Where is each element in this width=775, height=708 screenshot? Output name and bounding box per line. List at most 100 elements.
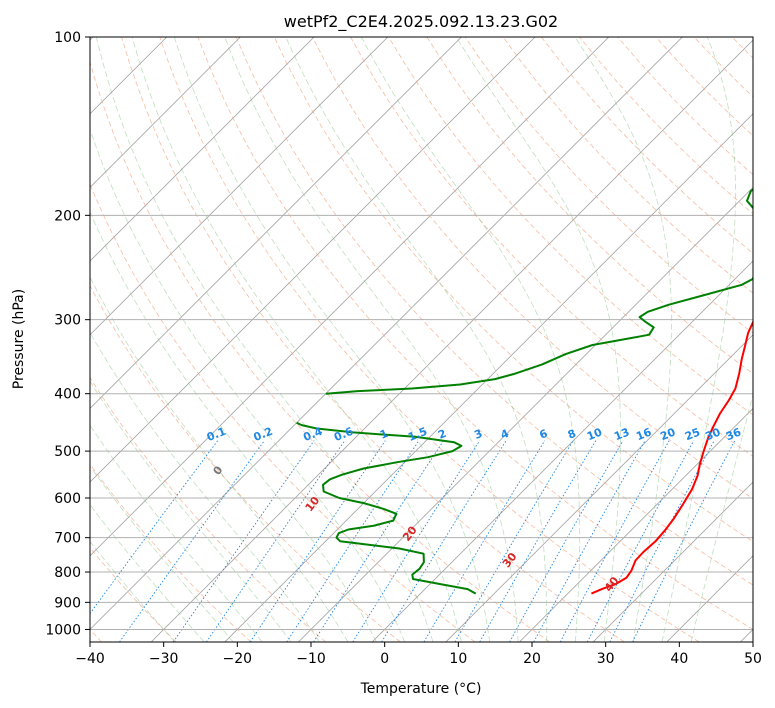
dry-adiabat-label: 40 [602, 574, 622, 594]
mixing-ratio-line [632, 440, 736, 642]
mixing-ratio-line [286, 440, 420, 642]
dry-adiabat-line [90, 60, 551, 642]
dry-adiabat-line [90, 183, 476, 642]
moist-adiabat-line [224, 37, 519, 642]
isotherm-line [90, 37, 241, 188]
isotherm-line [445, 334, 753, 642]
moist-adiabat-line [690, 392, 753, 642]
mixing-ratio-line [533, 440, 646, 642]
x-tick-label: 50 [744, 651, 762, 667]
isotherm-line [90, 37, 683, 630]
y-tick-label: 800 [54, 565, 81, 581]
chart-title: wetPf2_C2E4.2025.092.13.23.G02 [284, 12, 558, 32]
mixing-ratio-label: 0.4 [301, 425, 324, 444]
y-tick-label: 900 [54, 595, 81, 611]
x-tick-label: −20 [223, 651, 253, 667]
mixing-ratio-line [249, 440, 386, 642]
mixing-ratio-line [423, 440, 546, 642]
dry-adiabat-line [90, 463, 252, 642]
isotherm-line [150, 39, 753, 642]
mixing-ratio-line [559, 440, 670, 642]
plot-frame [89, 36, 754, 643]
dry-adiabat-line [770, 37, 775, 642]
dry-adiabat-label: 30 [500, 550, 520, 570]
dry-adiabat-line [426, 37, 753, 375]
dry-adiabat-line [273, 37, 753, 542]
dry-adiabat-label: 20 [400, 523, 420, 543]
y-tick-label: 1000 [45, 622, 81, 638]
isotherm-line [666, 555, 753, 642]
dry-adiabat-line [502, 37, 753, 294]
moist-adiabat-line [455, 37, 622, 642]
moist-adiabat-line [90, 380, 292, 642]
profile-series [296, 188, 753, 595]
mixing-ratio-line [206, 440, 346, 642]
mixing-ratio-line [479, 440, 597, 642]
isotherm-line [90, 37, 536, 483]
mixing-ratio-label: 20 [658, 425, 677, 443]
moist-adiabat-line [574, 37, 672, 642]
dry-adiabat-line [90, 547, 177, 642]
dry-adiabat-line [541, 37, 753, 254]
x-tick-label: 0 [380, 651, 389, 667]
dry-adiabat-line [90, 376, 326, 642]
moist-adiabat-line [90, 276, 349, 642]
dry-adiabat-line [388, 37, 753, 416]
moist-adiabat-line [661, 37, 736, 642]
x-tick-label: −40 [75, 651, 105, 667]
x-tick-label: −30 [149, 651, 179, 667]
dry-adiabat-line [655, 37, 753, 137]
y-tick-label: 500 [54, 444, 81, 460]
background-lines [90, 37, 775, 642]
mixing-ratio-label: 36 [724, 425, 743, 443]
mixing-ratio-label: 3 [472, 427, 484, 442]
moist-adiabat-line [90, 424, 263, 642]
mixing-ratio-label: 13 [612, 425, 631, 443]
dry-adiabat-line [235, 37, 753, 586]
mixing-ratio-line [90, 440, 219, 615]
x-tick-label: 40 [670, 651, 688, 667]
isotherm-line [519, 407, 753, 642]
isobar-grid [90, 37, 753, 630]
mixing-ratio-line [609, 440, 715, 642]
moist-adiabat-line [361, 37, 581, 642]
isotherm-line [90, 37, 389, 336]
y-tick-label: 200 [54, 208, 81, 224]
mixing-ratio-label: 30 [703, 425, 722, 443]
isotherm-line [90, 37, 315, 262]
x-tick-label: 30 [597, 651, 615, 667]
y-tick-label: 300 [54, 313, 81, 329]
dry-adiabat-line [312, 37, 753, 500]
mixing-ratio-label: 16 [634, 425, 653, 443]
x-tick-label: 10 [449, 651, 467, 667]
moist-adiabat-line [285, 37, 548, 642]
moist-adiabat-line [96, 37, 434, 642]
moist-adiabat-line [90, 465, 234, 642]
mixing-ratio-line [313, 440, 444, 642]
dry-adiabat-label: -20 [33, 383, 56, 407]
mixing-ratio-line [172, 440, 315, 642]
y-tick-label: 600 [54, 491, 81, 507]
y-axis-label: Pressure (hPa) [11, 289, 27, 389]
moist-adiabat-line [90, 128, 406, 642]
mixing-ratio-label: 0.2 [252, 425, 275, 444]
dry-adiabat-line [693, 37, 753, 98]
mixing-ratio-line [454, 440, 574, 642]
temperature-line [591, 319, 753, 595]
x-axis: −40 −30 −20 −10 0 10 20 30 40 50 [75, 642, 762, 667]
mixing-ratio-label: 1 [378, 427, 390, 442]
mixing-ratio-label: 2 [436, 427, 448, 442]
dry-adiabat-line [121, 37, 625, 642]
mixing-ratio-label: 0.1 [205, 425, 228, 444]
mixing-ratio-label: 25 [683, 425, 702, 443]
isotherm-line [90, 37, 462, 409]
dry-adiabat-line [159, 37, 700, 642]
dry-adiabat-line [617, 37, 753, 176]
mixing-ratio-line [381, 440, 507, 642]
mixing-ratio-line [352, 440, 481, 642]
x-tick-label: 20 [523, 651, 541, 667]
moist-adiabat-line [90, 504, 205, 642]
y-tick-label: 100 [54, 30, 81, 46]
x-tick-label: −10 [296, 651, 326, 667]
